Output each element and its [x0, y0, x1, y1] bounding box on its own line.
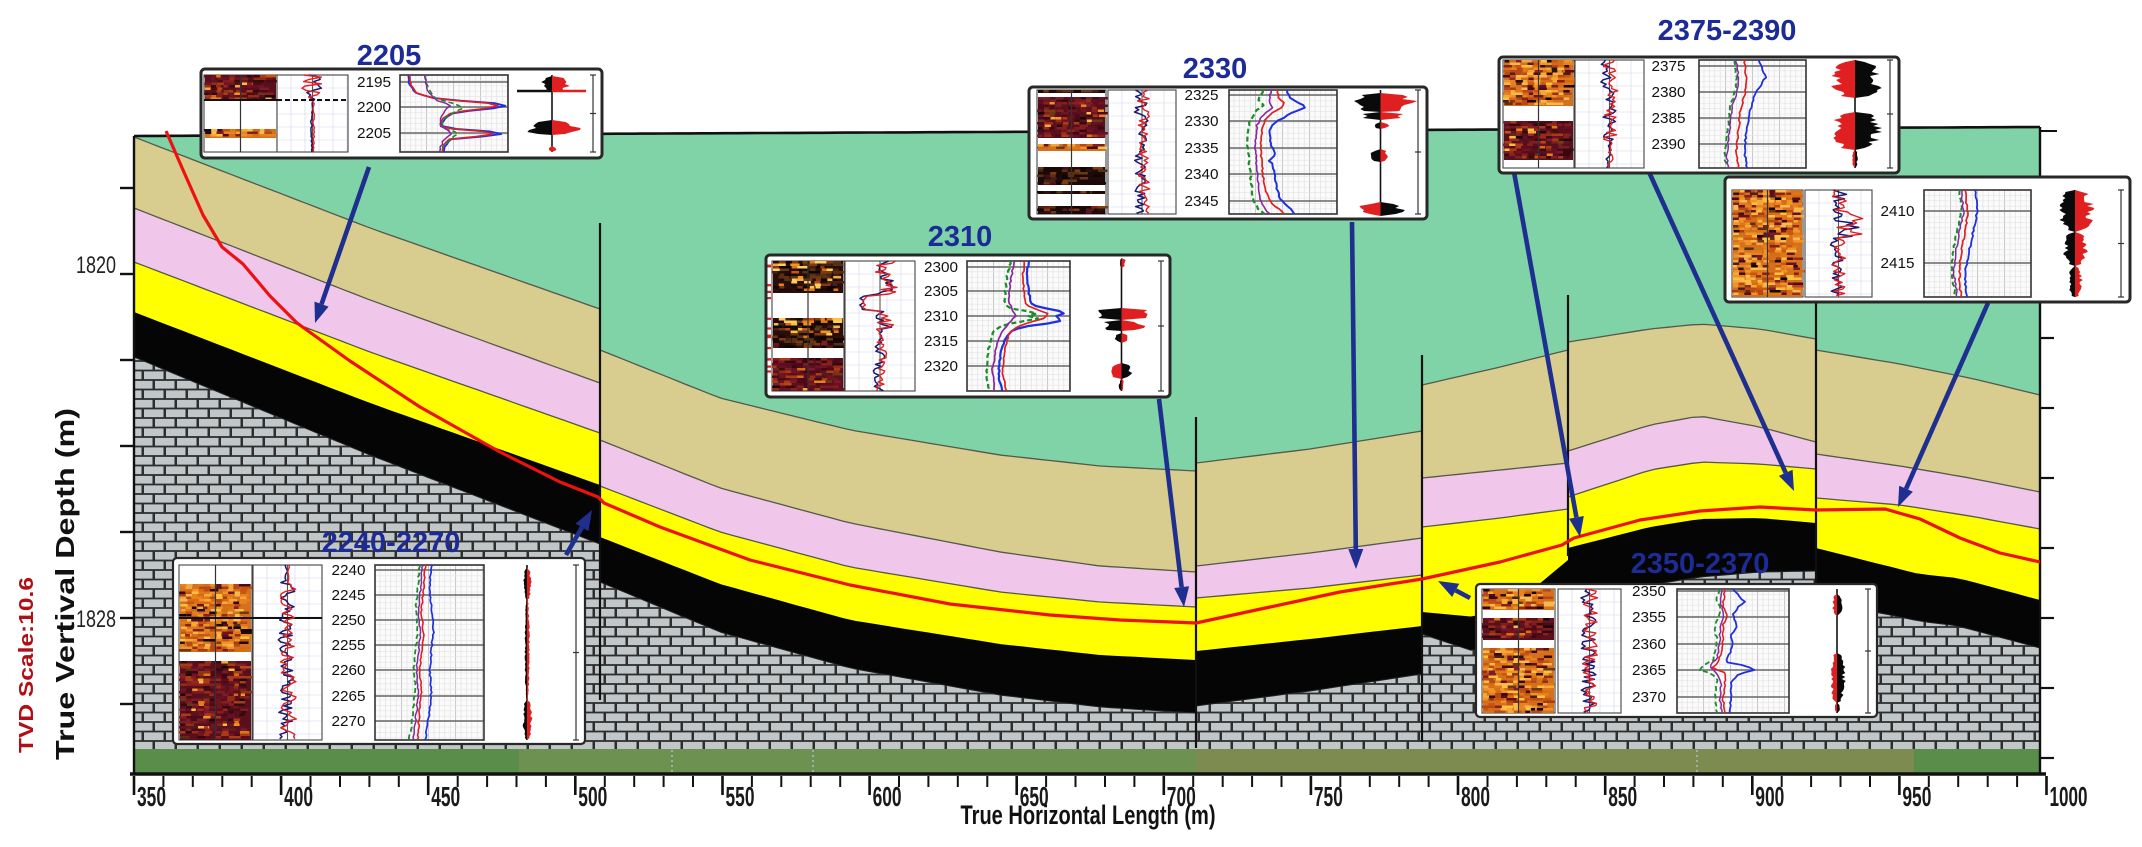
svg-text:2365: 2365 [1632, 662, 1666, 679]
svg-text:2300: 2300 [924, 259, 958, 276]
svg-text:2325: 2325 [1185, 87, 1219, 104]
svg-text:2250: 2250 [332, 612, 366, 629]
svg-text:2375-2390: 2375-2390 [1658, 15, 1797, 47]
svg-text:2305: 2305 [924, 283, 958, 300]
svg-text:1820: 1820 [76, 252, 116, 279]
svg-text:2340: 2340 [1185, 166, 1219, 183]
svg-text:1000: 1000 [2050, 781, 2088, 812]
svg-text:2330: 2330 [1183, 53, 1248, 85]
svg-text:450: 450 [431, 781, 460, 812]
svg-text:2315: 2315 [924, 333, 958, 350]
svg-text:2360: 2360 [1632, 636, 1666, 653]
svg-text:650: 650 [1020, 781, 1049, 812]
svg-text:2375: 2375 [1652, 58, 1686, 75]
svg-text:800: 800 [1461, 781, 1490, 812]
svg-text:2205: 2205 [357, 40, 422, 72]
svg-text:2310: 2310 [928, 221, 993, 253]
svg-text:2240-2270: 2240-2270 [322, 527, 461, 559]
svg-text:2385: 2385 [1652, 110, 1686, 127]
svg-text:2350-2370: 2350-2370 [1631, 548, 1770, 580]
svg-text:2270: 2270 [332, 713, 366, 730]
svg-text:400: 400 [284, 781, 313, 812]
svg-text:2380: 2380 [1652, 84, 1686, 101]
svg-text:850: 850 [1608, 781, 1637, 812]
svg-text:2345: 2345 [1185, 193, 1219, 210]
svg-text:2390: 2390 [1652, 136, 1686, 153]
svg-text:2240: 2240 [332, 562, 366, 579]
svg-text:2245: 2245 [332, 587, 366, 604]
svg-text:750: 750 [1314, 781, 1343, 812]
svg-text:2260: 2260 [332, 662, 366, 679]
svg-text:2265: 2265 [332, 688, 366, 705]
svg-text:900: 900 [1755, 781, 1784, 812]
svg-text:2330: 2330 [1185, 113, 1219, 130]
svg-text:2310: 2310 [924, 308, 958, 325]
svg-text:True Vertival Depth (m): True Vertival Depth (m) [50, 408, 80, 760]
svg-text:2415: 2415 [1881, 255, 1915, 272]
svg-text:950: 950 [1902, 781, 1931, 812]
svg-text:1828: 1828 [76, 606, 116, 633]
svg-text:550: 550 [726, 781, 755, 812]
svg-text:2320: 2320 [924, 358, 958, 375]
svg-text:2195: 2195 [357, 74, 391, 91]
svg-text:2205: 2205 [357, 125, 391, 142]
svg-text:2350: 2350 [1632, 583, 1666, 600]
svg-text:2200: 2200 [357, 99, 391, 116]
svg-text:600: 600 [873, 781, 902, 812]
svg-text:2335: 2335 [1185, 140, 1219, 157]
svg-text:2355: 2355 [1632, 609, 1666, 626]
svg-text:700: 700 [1167, 781, 1196, 812]
svg-text:True Horizontal Length (m): True Horizontal Length (m) [961, 800, 1216, 830]
svg-text:2410: 2410 [1881, 203, 1915, 220]
svg-text:500: 500 [578, 781, 607, 812]
svg-text:2370: 2370 [1632, 689, 1666, 706]
svg-text:2255: 2255 [332, 637, 366, 654]
svg-text:TVD Scale:10.6: TVD Scale:10.6 [16, 577, 38, 753]
svg-text:350: 350 [137, 781, 166, 812]
